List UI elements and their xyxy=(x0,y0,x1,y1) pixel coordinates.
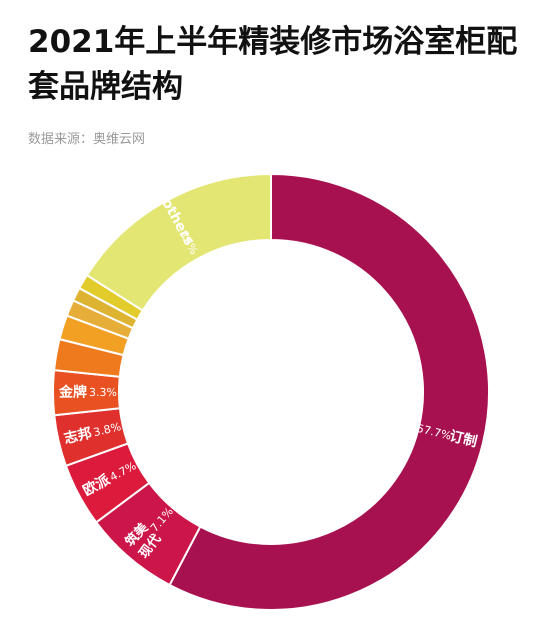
slice-value-label: 3.3% xyxy=(89,386,117,399)
slice-label: 订制 xyxy=(448,427,479,450)
slice-label: 志邦 xyxy=(62,424,93,447)
chart-title: 2021年上半年精装修市场浴室柜配套品牌结构 xyxy=(28,24,518,105)
data-source: 数据来源：奥维云网 xyxy=(28,132,146,147)
donut-slice xyxy=(85,172,272,312)
donut-slice xyxy=(168,172,490,611)
slice-label: 金牌 xyxy=(58,384,87,401)
slice-value-label: 3.8% xyxy=(92,420,122,439)
